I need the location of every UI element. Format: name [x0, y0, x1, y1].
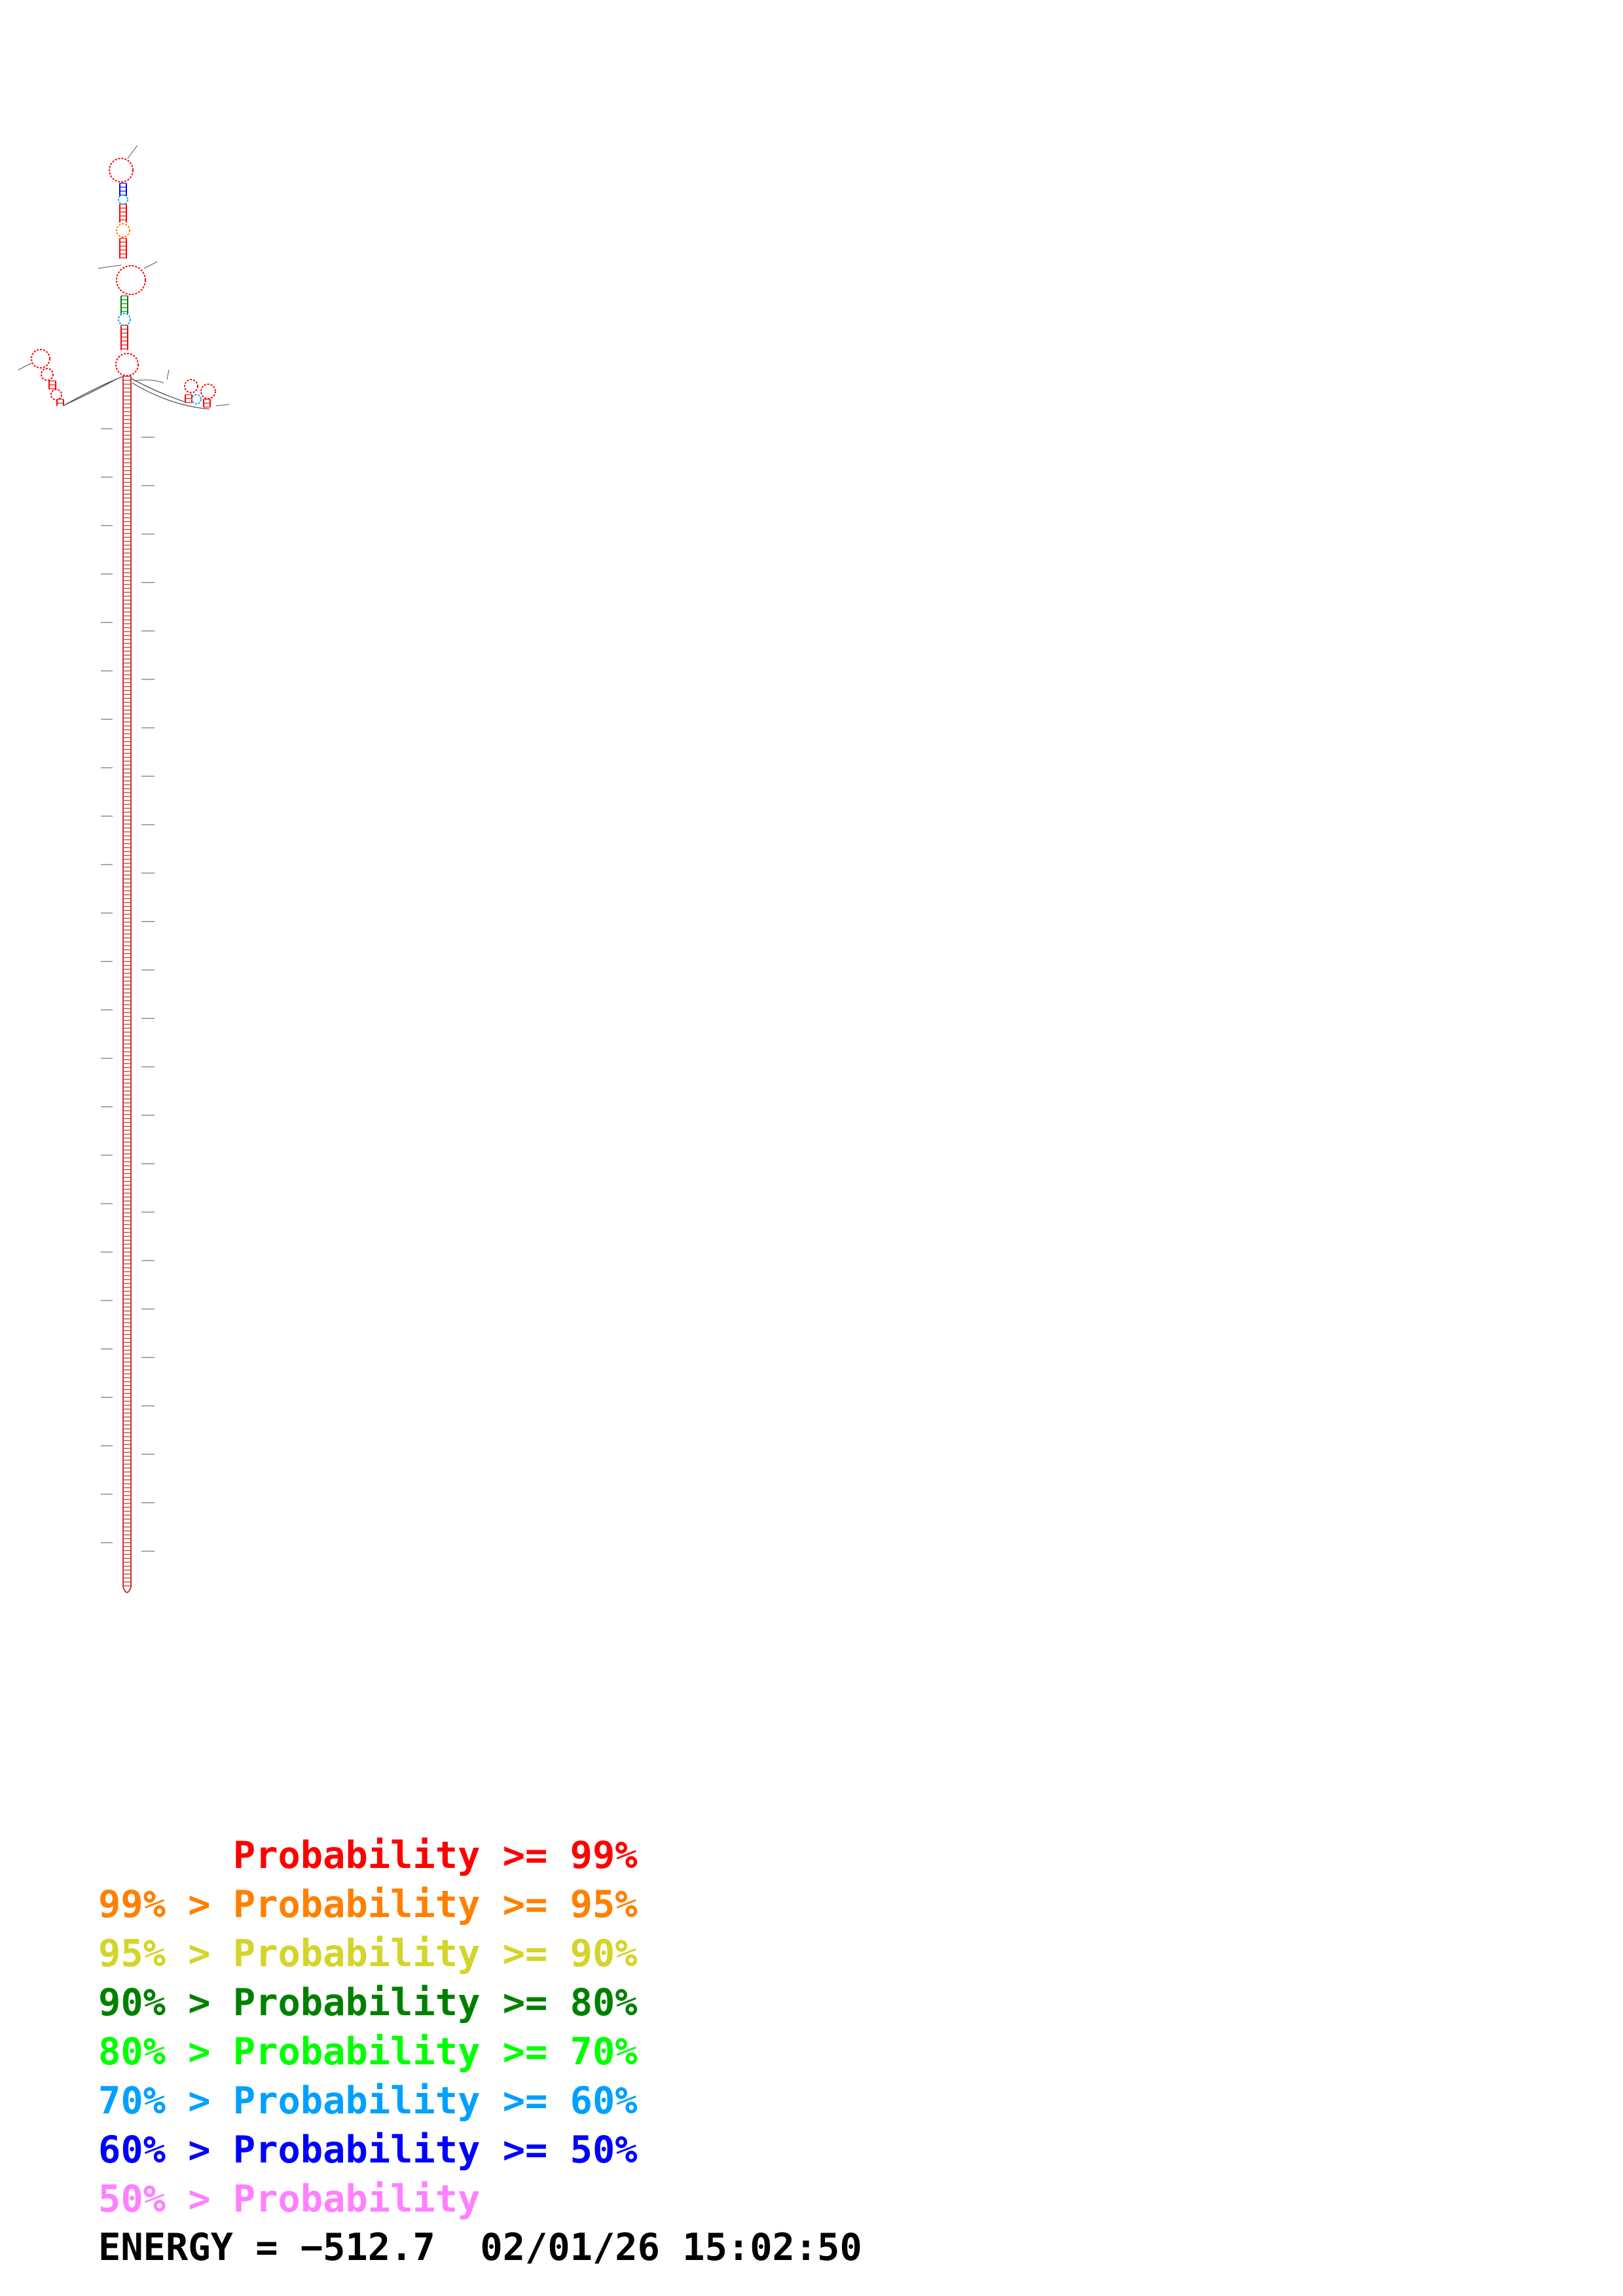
legend-line: 80% > Probability >= 70% — [98, 2030, 638, 2073]
backbone-link — [130, 378, 187, 403]
energy-value: −512.7 — [300, 2226, 435, 2269]
energy-spacer — [435, 2226, 481, 2269]
legend-line: Probability >= 99% — [98, 1834, 638, 1877]
loop — [109, 158, 134, 183]
loop — [200, 384, 216, 399]
label-leader — [127, 145, 138, 159]
loop — [118, 313, 131, 326]
label-leader — [166, 369, 170, 380]
loop — [184, 379, 198, 393]
legend-line: 90% > Probability >= 80% — [98, 1981, 638, 2024]
loop — [116, 265, 146, 295]
label-leader — [215, 404, 230, 406]
legend-line: 95% > Probability >= 90% — [98, 1932, 638, 1975]
legend-line: 70% > Probability >= 60% — [98, 2079, 638, 2123]
loop — [50, 389, 62, 401]
backbone — [48, 183, 211, 1587]
legend-line: 99% > Probability >= 95% — [98, 1883, 638, 1926]
loops — [18, 145, 230, 1593]
backbone-link — [134, 380, 164, 384]
label-leader — [98, 264, 122, 269]
loop — [116, 223, 130, 238]
label-leader — [143, 261, 158, 269]
loop — [31, 349, 50, 368]
energy-label: ENERGY = — [98, 2226, 301, 2269]
backbone-link — [132, 382, 210, 410]
terminal-loop — [122, 1587, 132, 1593]
loop — [118, 194, 128, 205]
position-ticks — [101, 428, 155, 1552]
loop — [115, 353, 139, 376]
loop — [191, 394, 202, 404]
rna-secondary-structure — [18, 145, 230, 1593]
energy-line: ENERGY = −512.7 02/01/26 15:02:50 — [98, 2229, 862, 2267]
base-pairs — [49, 183, 210, 1587]
legend-line: 60% > Probability >= 50% — [98, 2128, 638, 2172]
legend-line: 50% > Probability — [98, 2178, 481, 2221]
backbone-link — [65, 376, 124, 405]
label-leader — [18, 363, 32, 370]
loop — [41, 368, 54, 381]
energy-datetime: 02/01/26 15:02:50 — [480, 2226, 862, 2269]
